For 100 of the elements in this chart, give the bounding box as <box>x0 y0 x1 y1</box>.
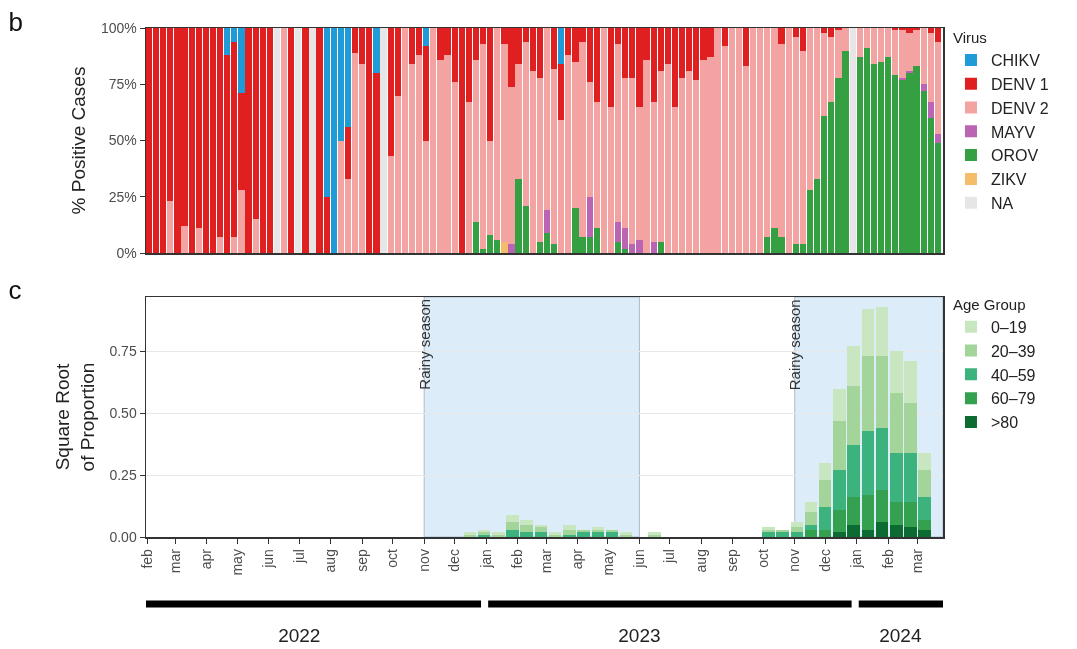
x-tick-label: feb <box>879 548 896 569</box>
bar <box>586 196 593 238</box>
x-tick-label: sep <box>724 548 741 572</box>
x-tick-label: jul <box>661 549 678 565</box>
bar <box>605 532 619 537</box>
bar <box>818 507 832 530</box>
legend-label: MAYV <box>990 123 1036 141</box>
x-tick-label: mar <box>909 548 926 574</box>
y-tick-label: 0.00 <box>109 528 137 545</box>
bar <box>309 28 316 253</box>
bar <box>423 28 430 46</box>
bar <box>875 306 889 357</box>
bar <box>927 102 934 118</box>
bar <box>818 529 832 537</box>
x2-tick-label: 2022 <box>278 625 321 647</box>
bar <box>875 489 889 523</box>
bar <box>875 522 889 537</box>
y-tick-label: 100% <box>100 19 137 36</box>
x-tick-label: aug <box>692 549 709 573</box>
legend-label: DENV 2 <box>990 99 1049 117</box>
bar <box>563 524 576 530</box>
bar <box>818 480 832 508</box>
bar <box>790 522 804 528</box>
legend-label: 20–39 <box>990 342 1036 360</box>
x-tick-label: apr <box>198 548 215 570</box>
band-label: Rainy season <box>786 299 804 391</box>
x-tick-label: mar <box>537 548 554 574</box>
legend-label: ZIKV <box>990 171 1027 189</box>
bar <box>778 28 785 44</box>
x-tick-label: sep <box>353 548 370 572</box>
bar <box>534 527 548 533</box>
chart-title: c <box>8 275 22 306</box>
bar <box>918 452 931 471</box>
x-tick-label: may <box>599 549 616 576</box>
y-tick-label: 75% <box>108 76 137 93</box>
bar <box>918 470 931 498</box>
y-axis-title: % Positive Cases <box>67 66 89 215</box>
x-tick-label: oct <box>384 549 401 568</box>
bar <box>847 346 860 387</box>
x-tick-label: apr <box>569 548 586 570</box>
legend-label: NA <box>990 194 1014 212</box>
bar <box>344 127 352 179</box>
chart-title: b <box>8 7 24 38</box>
bar <box>657 241 664 253</box>
bar <box>861 356 875 431</box>
bar <box>861 529 875 537</box>
bar <box>875 428 889 490</box>
y-tick-label: 50% <box>108 132 137 149</box>
x-tick-label: jan <box>477 549 494 569</box>
x-tick-label: dec <box>816 549 833 572</box>
x-tick-label: aug <box>322 549 339 573</box>
x-tick-label: feb <box>509 548 526 569</box>
bar <box>790 527 804 533</box>
bar <box>380 28 387 253</box>
x-tick-label: oct <box>754 549 771 568</box>
legend-title: Virus <box>952 29 987 46</box>
bar <box>534 532 548 537</box>
bar <box>804 529 818 537</box>
legend-label: >80 <box>990 414 1019 432</box>
bar <box>273 28 281 253</box>
bar <box>373 28 380 73</box>
bar <box>508 244 515 253</box>
bar <box>906 70 913 73</box>
bar <box>804 512 818 525</box>
bar <box>288 28 295 253</box>
x2-tick-label: 2023 <box>618 625 661 647</box>
bar <box>216 237 224 253</box>
bar <box>742 28 750 67</box>
y-axis-title: Square Root of Proportion <box>51 362 98 472</box>
bar <box>790 532 804 537</box>
legend-title: Age Group <box>952 295 1026 313</box>
bar <box>833 388 846 421</box>
x-tick-label: dec <box>446 549 463 572</box>
legend-label: OROV <box>990 147 1039 165</box>
bar <box>899 77 906 80</box>
bar <box>295 28 302 253</box>
bar <box>861 309 875 357</box>
x-tick-label: feb <box>138 548 155 569</box>
band-label: Rainy season <box>415 298 433 390</box>
x-tick-label: jul <box>290 549 307 565</box>
x-tick-label: nov <box>415 549 432 572</box>
y-tick-label: 0.25 <box>109 467 137 484</box>
x-tick-label: mar <box>166 548 183 574</box>
y-tick-label: 0.75 <box>109 343 137 360</box>
bar <box>501 241 508 253</box>
bar <box>543 210 551 233</box>
bar <box>861 494 875 530</box>
bar <box>280 28 288 253</box>
bar <box>721 28 728 46</box>
y-tick-label: 25% <box>108 188 137 205</box>
x-tick-label: may <box>228 549 245 576</box>
legend-label: 40–59 <box>990 366 1036 384</box>
x-tick-label: jun <box>630 549 647 569</box>
bar <box>804 502 818 513</box>
bar <box>875 356 889 429</box>
x-tick-label: nov <box>786 549 803 572</box>
bar <box>167 201 174 253</box>
legend-label: 60–79 <box>990 390 1036 408</box>
y-tick-label: 0.50 <box>109 405 137 422</box>
bar <box>934 133 942 143</box>
